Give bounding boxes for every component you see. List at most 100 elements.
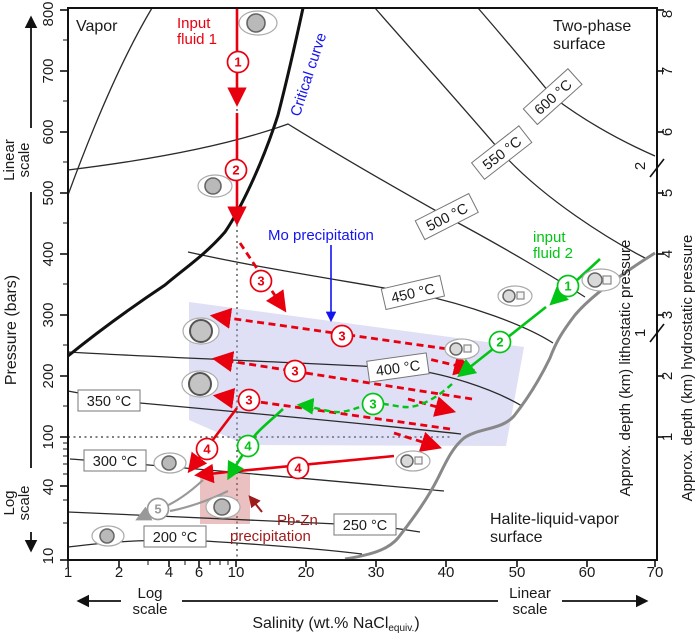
litho-tick: 1: [632, 329, 649, 337]
fluid-inclusion-icon: [91, 525, 125, 547]
isotherm-label-550: 550 °C: [470, 125, 533, 181]
green-stage-2: 2: [488, 330, 512, 354]
salinity-tick: 10: [228, 564, 245, 581]
hydrostatic-axis-title: Approx. depth (km) hydrostatic pressure: [679, 235, 696, 502]
isotherm-label-450: 450 °C: [380, 274, 446, 311]
red-stage-4b: 4: [286, 456, 310, 480]
salinity-tick: 40: [438, 564, 455, 581]
svg-text:3: 3: [257, 274, 264, 289]
lithostatic-tick-1: [649, 323, 665, 343]
salinity-tick: 30: [368, 564, 385, 581]
pressure-axis-ticks: [60, 9, 68, 561]
red-stage-3b: 3: [330, 324, 354, 348]
svg-text:3: 3: [369, 397, 376, 412]
svg-text:4: 4: [203, 442, 211, 457]
isotherm-label-600: 600 °C: [522, 68, 583, 126]
svg-text:300 °C: 300 °C: [93, 454, 138, 470]
gray-strand-2: [169, 490, 229, 513]
two-phase-label-2: surface: [553, 36, 606, 53]
hydro-tick: 7: [659, 67, 676, 75]
linear-scale-label: scale: [16, 142, 33, 177]
salinity-axis-ticks: [67, 560, 656, 567]
two-phase-label-1: Two-phase: [553, 18, 631, 35]
mo-precipitation-label: Mo precipitation: [268, 227, 374, 244]
pbzn-label-1: Pb-Zn: [277, 512, 318, 529]
x-linear-label: scale: [512, 601, 547, 618]
input-fluid-2-label-1: input: [533, 229, 566, 246]
green-stage-3: 3: [361, 392, 385, 416]
gray-stage-5: 5: [146, 497, 170, 521]
salinity-tick: 6: [195, 564, 203, 581]
hydro-tick: 8: [659, 10, 676, 18]
svg-text:400 °C: 400 °C: [375, 358, 421, 380]
log-scale-label: Log: [1, 490, 18, 515]
critical-curve: [67, 7, 305, 358]
mo-precipitation-zone: [189, 302, 524, 446]
litho-tick: 2: [632, 162, 649, 170]
pressure-tick: 400: [40, 241, 57, 266]
red-dashed-return-3: [393, 431, 443, 452]
isotherm-labels: 600 °C 550 °C 500 °C 450 °C 400 °C 350 °…: [77, 68, 583, 548]
fluid-inclusion-icon: [181, 370, 219, 398]
svg-text:250 °C: 250 °C: [343, 518, 388, 534]
fluid-inclusion-halite-icon: [444, 338, 480, 360]
svg-text:2: 2: [496, 335, 503, 350]
vapor-region-label: Vapor: [76, 18, 118, 35]
svg-text:3: 3: [338, 329, 345, 344]
red-stage-2: 2: [224, 158, 248, 182]
pbzn-label-2: precipitation: [230, 528, 311, 545]
vapor-branch-curve: [67, 7, 153, 196]
svg-text:4: 4: [294, 461, 302, 476]
hydro-tick: 5: [659, 189, 676, 197]
fluid-inclusion-icon: [153, 452, 187, 474]
halite-label-1: Halite-liquid-vapor: [490, 511, 620, 528]
fluid-inclusion-icon: [182, 317, 220, 345]
pressure-tick: 700: [40, 58, 57, 83]
svg-text:350 °C: 350 °C: [87, 394, 132, 410]
fluid-inclusion-halite-icon: [395, 450, 431, 472]
pressure-tick: 40: [40, 479, 57, 496]
pressure-tick: 300: [40, 302, 57, 327]
isotherm-label-400: 400 °C: [366, 352, 430, 383]
pressure-tick: 200: [40, 363, 57, 388]
log-scale-label: scale: [16, 485, 33, 520]
isotherm-label-300: 300 °C: [83, 449, 147, 472]
lithostatic-tick-2: [649, 158, 665, 178]
green-stage-1: 1: [556, 274, 580, 298]
salinity-tick-labels: 1 2 4 6 10 20 30 40 50 60 70: [64, 564, 664, 581]
red-stage-4a: 4: [195, 437, 219, 461]
red-solid-drop-steep: [187, 407, 239, 474]
hydro-tick: 1: [659, 433, 676, 441]
salinity-tick: 2: [115, 564, 123, 581]
red-stage-3c: 3: [283, 359, 307, 383]
hydro-tick: 6: [659, 128, 676, 136]
isotherm-label-500: 500 °C: [414, 192, 479, 241]
svg-text:200 °C: 200 °C: [153, 530, 198, 546]
salinity-tick: 50: [509, 564, 526, 581]
isotherm-400: [67, 351, 523, 407]
isotherm-500: [67, 123, 586, 298]
svg-text:5: 5: [154, 502, 161, 517]
pressure-tick: 100: [40, 424, 57, 449]
x-log-label: Log: [137, 585, 162, 602]
halite-boundary-curve: [344, 251, 656, 561]
isotherm-label-350: 350 °C: [77, 389, 141, 412]
input-fluid-1-label-1: Input: [177, 15, 211, 32]
red-dashed-return-2: [407, 396, 457, 417]
salinity-tick: 4: [165, 564, 173, 581]
svg-text:4: 4: [244, 439, 252, 454]
isotherm-label-250: 250 °C: [333, 513, 397, 536]
pressure-scale-annotation: Linear scale Log scale: [1, 15, 38, 553]
pressure-tick: 500: [40, 180, 57, 205]
pbzn-pointer-arrow: [248, 495, 263, 513]
fluid-inclusion-icons: [91, 10, 621, 547]
hydro-tick: 2: [659, 372, 676, 380]
red-stage-3a: 3: [249, 269, 273, 293]
salinity-tick: 20: [298, 564, 315, 581]
linear-scale-label: Linear: [1, 139, 18, 181]
fluid-inclusion-icon: [238, 10, 278, 36]
salinity-axis-title: Salinity (wt.% NaClequiv.): [252, 615, 419, 634]
x-linear-label: Linear: [509, 585, 551, 602]
